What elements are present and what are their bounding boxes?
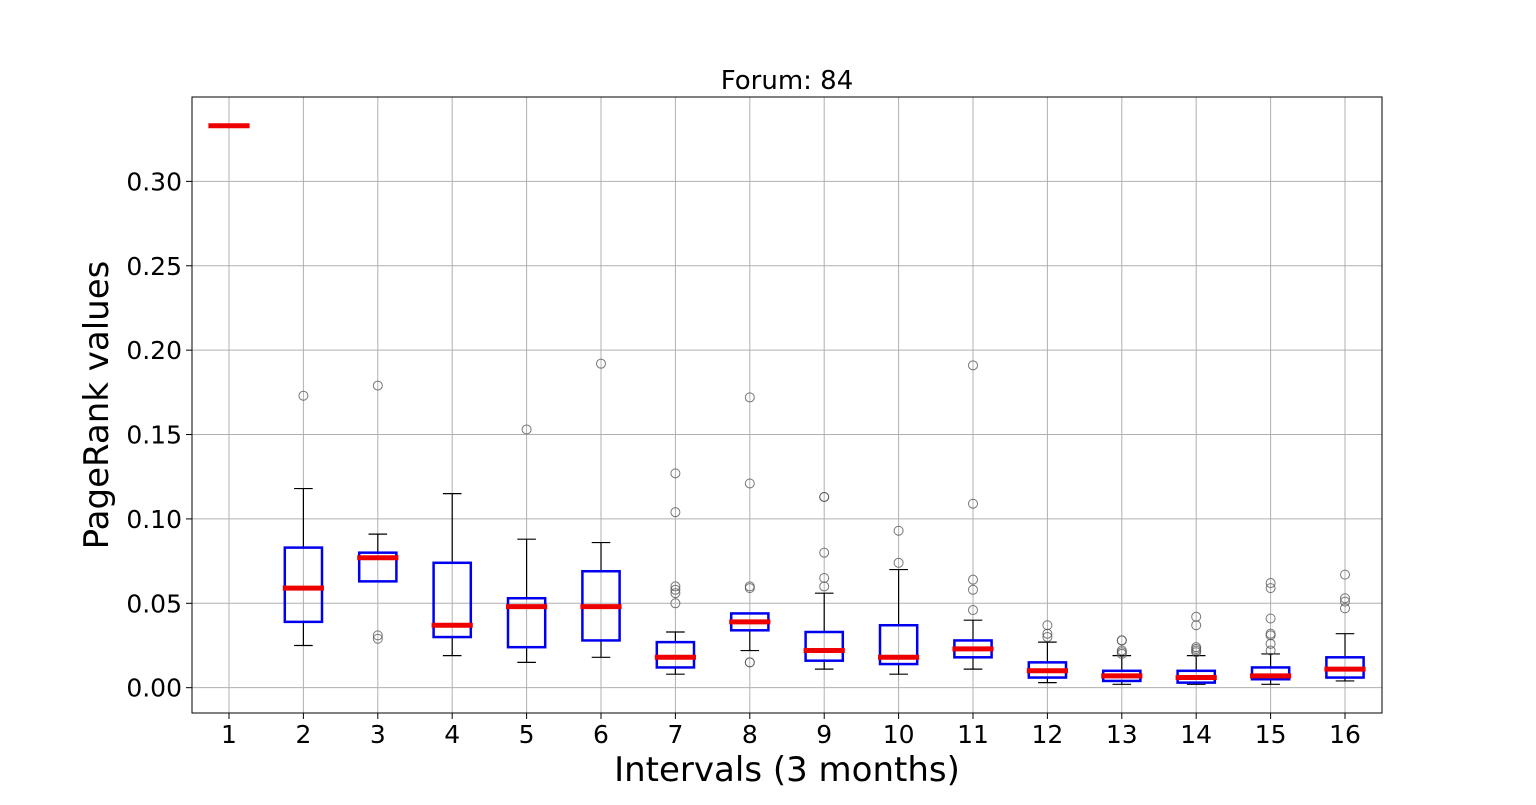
y-tick-label: 0.00 bbox=[126, 674, 182, 703]
x-tick-label: 9 bbox=[816, 720, 832, 749]
y-tick-label: 0.15 bbox=[126, 421, 182, 450]
x-tick-label: 3 bbox=[370, 720, 386, 749]
x-tick-label: 11 bbox=[957, 720, 989, 749]
x-tick-label: 14 bbox=[1180, 720, 1212, 749]
y-tick-label: 0.20 bbox=[126, 336, 182, 365]
y-tick-label: 0.30 bbox=[126, 167, 182, 196]
x-tick-label: 1 bbox=[221, 720, 237, 749]
x-tick-label: 8 bbox=[742, 720, 758, 749]
x-tick-label: 6 bbox=[593, 720, 609, 749]
x-tick-label: 15 bbox=[1255, 720, 1287, 749]
chart-title: Forum: 84 bbox=[721, 66, 854, 96]
x-tick-label: 13 bbox=[1106, 720, 1138, 749]
x-tick-label: 2 bbox=[295, 720, 311, 749]
x-tick-label: 12 bbox=[1031, 720, 1063, 749]
y-tick-label: 0.05 bbox=[126, 589, 182, 618]
x-tick-label: 16 bbox=[1329, 720, 1361, 749]
y-tick-label: 0.10 bbox=[126, 505, 182, 534]
x-tick-label: 7 bbox=[667, 720, 683, 749]
x-axis-title: Intervals (3 months) bbox=[614, 750, 960, 790]
x-tick-label: 4 bbox=[444, 720, 460, 749]
x-tick-label: 5 bbox=[519, 720, 535, 749]
x-tick-label: 10 bbox=[883, 720, 915, 749]
y-axis-title: PageRank values bbox=[77, 261, 117, 550]
y-tick-label: 0.25 bbox=[126, 252, 182, 281]
